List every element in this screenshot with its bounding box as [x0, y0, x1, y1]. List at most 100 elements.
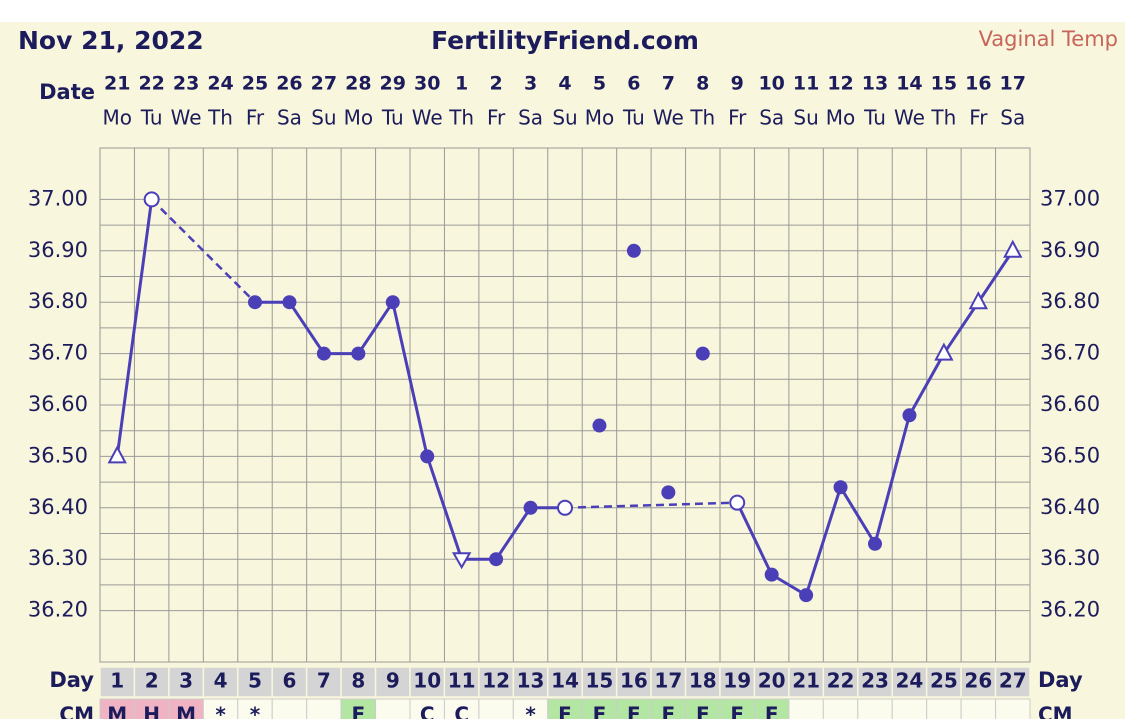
weekday-label: Mo — [102, 106, 132, 130]
day-number: 11 — [448, 669, 476, 693]
day-cell — [753, 666, 790, 698]
y-tick-label-right: 37.00 — [1040, 186, 1100, 210]
weekday-label: Fr — [969, 106, 988, 130]
cm-cell — [478, 698, 514, 719]
date-label: 6 — [627, 73, 640, 95]
day-label-right: Day — [1038, 668, 1083, 692]
temp-line — [115, 199, 154, 457]
date-label: 7 — [662, 73, 675, 95]
day-cell — [409, 666, 446, 698]
temp-point — [902, 408, 917, 423]
y-tick-label-right: 36.70 — [1040, 341, 1100, 365]
day-number: 26 — [964, 669, 992, 693]
date-label: 12 — [827, 73, 853, 95]
temp-point — [661, 485, 676, 500]
y-tick-label: 36.50 — [28, 443, 88, 467]
date-label: 23 — [173, 73, 199, 95]
day-number: 4 — [214, 669, 228, 693]
temp-point — [385, 295, 400, 310]
day-number: 15 — [586, 669, 614, 693]
weekday-label: Th — [448, 106, 474, 130]
temp-point — [248, 295, 262, 310]
date-label: 14 — [896, 73, 922, 95]
day-number: 19 — [723, 669, 751, 693]
temp-point-triangle — [1003, 239, 1023, 258]
date-label: 8 — [696, 73, 709, 95]
temp-point — [523, 500, 538, 515]
temp-point-triangle — [934, 342, 954, 361]
temp-point — [316, 346, 331, 361]
cm-cell — [857, 698, 893, 719]
weekday-label: Mo — [826, 106, 856, 130]
temp-point — [764, 567, 779, 582]
date-label: 10 — [758, 73, 784, 95]
cm-code: C — [454, 703, 469, 719]
cm-code: F — [696, 703, 710, 719]
weekday-label: Tu — [140, 106, 163, 130]
weekday-label: Tu — [381, 106, 404, 130]
y-tick-label-right: 36.50 — [1040, 443, 1100, 467]
weekday-label: Su — [793, 106, 818, 130]
y-tick-label-right: 36.60 — [1040, 392, 1100, 416]
temp-point — [592, 418, 607, 433]
y-tick-label: 36.90 — [28, 238, 88, 262]
day-number: 25 — [930, 669, 958, 693]
weekday-label: Su — [552, 106, 577, 130]
day-number: 27 — [999, 669, 1027, 693]
day-number: 23 — [861, 669, 889, 693]
cm-cell — [306, 698, 342, 719]
day-number: 5 — [248, 669, 262, 693]
weekday-label: Th — [689, 106, 715, 130]
date-label: 15 — [931, 73, 957, 95]
day-cell — [133, 666, 170, 698]
cm-cell — [375, 698, 411, 719]
day-number: 14 — [551, 669, 579, 693]
date-label: 13 — [862, 73, 888, 95]
temp-point — [351, 346, 366, 361]
cm-code: F — [558, 703, 572, 719]
day-number: 6 — [282, 669, 296, 693]
temp-point — [282, 295, 297, 310]
date-label: 27 — [311, 73, 337, 95]
temp-line — [255, 298, 565, 561]
y-tick-label-right: 36.80 — [1040, 289, 1100, 313]
cm-cell — [926, 698, 962, 719]
weekday-label: Sa — [277, 106, 302, 130]
date-label: 30 — [414, 73, 440, 95]
day-cell — [99, 666, 136, 698]
y-tick-label-right: 36.30 — [1040, 546, 1100, 570]
temp-point — [489, 552, 504, 567]
y-tick-label-right: 36.20 — [1040, 598, 1100, 622]
day-cell — [340, 666, 377, 698]
temp-point-triangle — [107, 445, 127, 464]
date-label: 3 — [524, 73, 537, 95]
date-label: 2 — [489, 73, 502, 95]
weekday-label: Sa — [1000, 106, 1025, 130]
date-label: 24 — [207, 73, 233, 95]
cm-code: F — [627, 703, 641, 719]
date-label: 17 — [1000, 73, 1026, 95]
y-tick-label: 36.30 — [28, 546, 88, 570]
cm-cell — [788, 698, 824, 719]
cm-cell — [960, 698, 997, 719]
weekday-label: Tu — [863, 106, 886, 130]
day-cell — [237, 666, 273, 698]
date-label: 28 — [345, 73, 371, 95]
temp-point — [799, 588, 814, 603]
weekday-label: We — [412, 106, 443, 130]
y-tick-label: 36.80 — [28, 289, 88, 313]
weekday-label: Fr — [487, 106, 506, 130]
temp-point — [695, 346, 710, 361]
temp-point — [626, 243, 641, 258]
background — [0, 22, 1125, 719]
day-cell — [478, 666, 515, 698]
date-label: 21 — [104, 73, 130, 95]
day-number: 13 — [517, 669, 545, 693]
day-number: 17 — [654, 669, 682, 693]
temp-type: Vaginal Temp — [979, 27, 1118, 51]
weekday-label: Mo — [585, 106, 615, 130]
cm-cell — [995, 698, 1031, 719]
temp-point — [868, 536, 882, 551]
temp-point — [833, 480, 848, 495]
